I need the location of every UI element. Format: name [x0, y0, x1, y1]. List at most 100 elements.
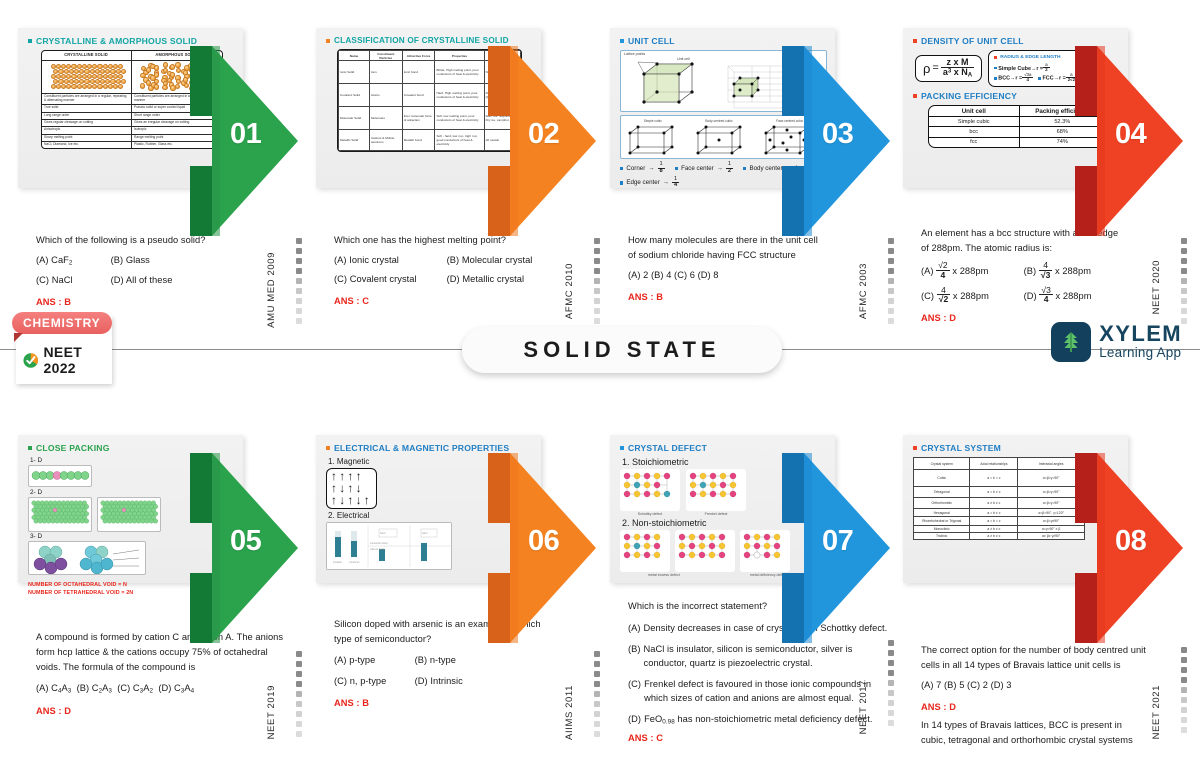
unit-cell-label: Unit cell	[677, 57, 690, 61]
radius-items-bcc-fcc: BCC→r = √3a 4 FCC→r = a 2√2	[994, 72, 1078, 83]
progress-dot	[888, 308, 894, 314]
card-07-heading-text: CRYSTAL DEFECT	[628, 443, 708, 453]
card-05-number: 05	[230, 525, 262, 557]
table-cell: Anisotropic	[42, 127, 132, 134]
progress-dot	[296, 651, 302, 657]
lattice-sphere	[66, 73, 72, 80]
brand-name: XYLEM	[1099, 320, 1182, 346]
question-text: The correct option for the number of bod…	[921, 645, 1146, 671]
card-04-exam-label: NEET 2020	[1151, 260, 1162, 315]
ion-lattice-icon	[689, 472, 737, 498]
table-cell: Plastic, Rubber, Glass etc.	[134, 142, 173, 147]
progress-dot	[594, 238, 600, 244]
table-cell: Covalent Solid	[338, 83, 370, 108]
lattice-sphere	[153, 72, 159, 78]
unit-cell-types-diagram: Simple cubic Body-centred cubic Face-cen…	[620, 115, 827, 159]
table-cell: 74%	[1056, 139, 1068, 146]
cubic-lattice-icon	[637, 60, 795, 109]
metal-excess-block-2	[675, 530, 735, 572]
lattice-points-label: Lattice points	[624, 52, 646, 56]
question-text: Which one has the highest melting point?	[334, 235, 507, 245]
card-07-badge: 07	[782, 453, 902, 643]
lattice-sphere	[94, 68, 101, 75]
table-cell: Tetragonal	[912, 486, 971, 498]
ion-lattice-icon	[623, 533, 661, 559]
option-row: (B) NaCl is insulator, silicon is semico…	[628, 643, 890, 671]
table-cell: a = b = c	[969, 469, 1019, 487]
lattice-sphere	[50, 63, 56, 70]
card-02-dots	[582, 238, 612, 324]
table-header: CRYSTALLINE SOLID	[42, 51, 132, 60]
progress-dot	[1181, 707, 1187, 713]
stoichiometric-diagrams: Schottky defect Frenkel defect	[620, 469, 827, 516]
option-a: (A) Ionic crystal	[334, 255, 399, 266]
bullet-icon	[28, 39, 32, 43]
lattice-sphere	[145, 80, 152, 86]
tetrahedral-void-note: NUMBER OF TETRAHEDRAL VOID = 2N	[28, 589, 134, 596]
answer-text: ANS : D	[36, 705, 71, 716]
question-text: An element has a bcc structure with a ce…	[921, 228, 1119, 254]
exam-badge-text: NEET 2022	[43, 344, 83, 376]
lattice-sphere	[60, 63, 67, 70]
option-a: (A) √2 4 x 288pm	[921, 260, 989, 280]
progress-dot	[1181, 248, 1187, 254]
progress-dot	[296, 721, 302, 727]
progress-dot	[296, 691, 302, 697]
lattice-sphere	[175, 62, 181, 68]
cell-type-label: Body-centred cubic	[705, 119, 733, 123]
card-05-badge: 05	[190, 453, 310, 643]
card-05-exam-label: NEET 2019	[266, 685, 277, 740]
option-row: (C) n, p-type (D) Intrinsic	[334, 674, 549, 689]
progress-dot	[888, 278, 894, 284]
lattice-sphere	[110, 68, 116, 75]
close-packing-2d-row	[28, 496, 235, 532]
progress-dot	[1181, 717, 1187, 723]
lattice-sphere	[118, 63, 124, 70]
option-row: (A) Density decreases in case of crystal…	[628, 622, 890, 636]
table-cell: Cubic	[912, 469, 971, 487]
progress-dot	[888, 298, 894, 304]
lattice-sphere	[153, 65, 160, 71]
progress-dot	[888, 248, 894, 254]
lattice-sphere	[73, 78, 80, 85]
page-title-text: SOLID STATE	[523, 337, 721, 362]
option-row: (A) √2 4 x 288pm (B) 4 √3 x 288pm	[921, 261, 1121, 279]
progress-dot	[296, 711, 302, 717]
progress-dot	[296, 258, 302, 264]
table-cell: Constituent particles are arranged in an…	[134, 94, 218, 103]
progress-dot	[296, 681, 302, 687]
card-05: CLOSE PACKING 1- D 2- D 3- D	[18, 435, 313, 739]
metal-excess-block	[620, 530, 670, 572]
lattice-sphere	[81, 73, 88, 80]
lattice-sphere	[60, 83, 67, 90]
progress-dot	[1181, 308, 1187, 314]
lattice-sphere	[97, 83, 103, 90]
table-header: Properties	[434, 50, 485, 62]
bullet-icon	[620, 446, 624, 450]
table-cell: a = b = c	[969, 516, 1019, 526]
card-03-heading-text: UNIT CELL	[628, 36, 675, 46]
lattice-sphere	[162, 84, 168, 91]
table-cell: Monoclinic	[912, 525, 971, 533]
table-cell: Molecular Solid	[338, 106, 370, 131]
lattice-sphere	[107, 63, 114, 70]
card-03-badge: 03	[782, 46, 902, 236]
lattice-sphere	[76, 83, 82, 90]
lattice-sphere	[66, 63, 72, 70]
table-cell: a ≠ b ≠ c	[969, 532, 1019, 540]
table-cell: Gives regular cleavage on cutting	[42, 119, 132, 127]
option-b: (B) n-type	[414, 655, 456, 666]
lattice-sphere	[68, 68, 75, 75]
progress-dot	[594, 248, 600, 254]
progress-dot	[888, 640, 894, 646]
card-07-heading: CRYSTAL DEFECT	[620, 443, 827, 453]
option-b: (B) Glass	[110, 255, 150, 266]
answer-note: In 14 types of Bravais lattices, BCC is …	[921, 720, 1133, 746]
card-06-exam-label: AIIMS 2011	[564, 685, 575, 740]
card-08-number: 08	[1115, 525, 1147, 557]
lattice-sphere	[102, 83, 108, 90]
band-diagram-icon: insulator conductor band band conduction b…	[327, 523, 451, 570]
lattice-sphere	[84, 78, 90, 85]
frenkel-grid-icon	[686, 469, 746, 511]
lattice-sphere	[105, 68, 111, 75]
